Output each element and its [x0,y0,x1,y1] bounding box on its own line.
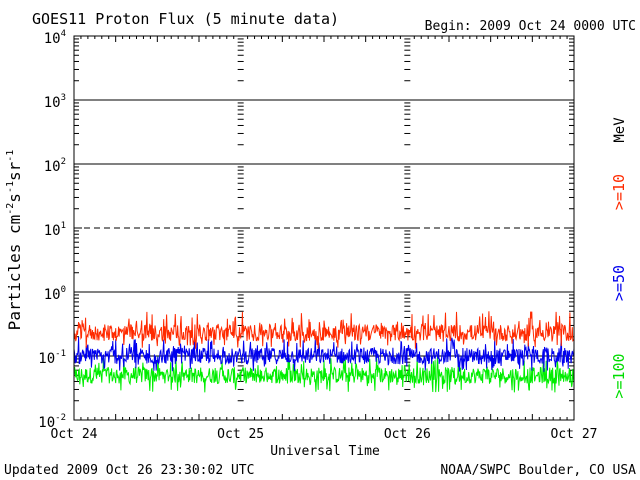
y-tick-label: 101 [44,221,66,239]
y-tick-exp: 2 [61,157,66,167]
y-tick-label: 104 [44,29,66,47]
y-tick-label: 103 [44,93,66,111]
y-tick-base: 10 [44,159,61,175]
x-tick-label: Oct 27 [551,427,598,442]
y-tick-exp: 3 [61,93,66,103]
y-tick-label: 10-1 [38,349,66,367]
y-tick-exp: -2 [55,413,66,423]
legend-10mev: >=10 [610,174,628,210]
legend-50mev: >=50 [610,265,628,301]
y-tick-base: 10 [44,287,61,303]
y-axis-label-mid2: sr [5,161,24,181]
y-tick-base: 10 [44,31,61,47]
credit-label: NOAA/SWPC Boulder, CO USA [440,463,636,478]
y-tick-exp: 0 [61,285,66,295]
chart-title: GOES11 Proton Flux (5 minute data) [32,10,339,28]
y-tick-base: 10 [44,95,61,111]
y-axis-label-mid1: s [5,193,24,203]
y-tick-base: 10 [38,351,55,367]
y-tick-base: 10 [38,415,55,431]
series-line-0 [73,311,575,349]
y-tick-exp: -1 [55,349,66,359]
x-tick-label: Oct 26 [384,427,431,442]
y-tick-base: 10 [44,223,61,239]
begin-label: Begin: 2009 Oct 24 0000 UTC [425,19,636,34]
y-tick-label: 10-2 [38,413,66,431]
y-tick-label: 102 [44,157,66,175]
y-tick-exp: 4 [61,29,66,39]
y-tick-label: 100 [44,285,66,303]
y-axis-label-exp1: -2 [5,203,16,215]
legend-100mev: >=100 [610,353,628,398]
y-axis-label-base: Particles cm [5,215,24,331]
y-axis-label-exp2: -1 [5,181,16,193]
y-tick-exp: 1 [61,221,66,231]
x-tick-label: Oct 25 [217,427,264,442]
series-line-1 [73,336,575,372]
updated-label: Updated 2009 Oct 26 23:30:02 UTC [4,463,254,478]
y-axis-label: Particles cm-2s-1sr-1 [5,150,24,331]
x-axis-label: Universal Time [270,444,380,459]
plot-frame [73,35,575,421]
y-axis-label-exp3: -1 [5,150,16,162]
legend-unit: MeV [612,117,628,143]
x-tick-label: Oct 24 [51,427,98,442]
